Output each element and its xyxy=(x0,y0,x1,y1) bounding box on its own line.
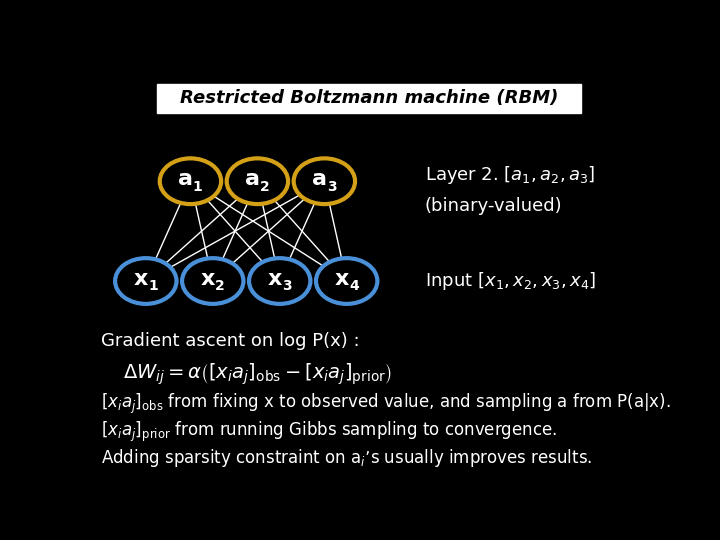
Circle shape xyxy=(294,158,355,204)
Text: (binary-valued): (binary-valued) xyxy=(425,197,562,215)
Text: $[x_ia_j]_{\mathrm{obs}}$ from fixing x to observed value, and sampling a from P: $[x_ia_j]_{\mathrm{obs}}$ from fixing x … xyxy=(101,392,671,416)
FancyBboxPatch shape xyxy=(157,84,581,113)
Circle shape xyxy=(115,258,176,304)
Text: x: x xyxy=(134,269,148,289)
Text: Restricted Boltzmann machine (RBM): Restricted Boltzmann machine (RBM) xyxy=(180,90,558,107)
Text: x: x xyxy=(201,269,215,289)
Text: $\Delta W_{ij} = \alpha \left( \left[ x_i a_j \right]_{\mathrm{obs}} - \left[ x_: $\Delta W_{ij} = \alpha \left( \left[ x_… xyxy=(123,362,392,387)
Text: $[x_ia_j]_{\mathrm{prior}}$ from running Gibbs sampling to convergence.: $[x_ia_j]_{\mathrm{prior}}$ from running… xyxy=(101,420,557,444)
Text: 1: 1 xyxy=(193,180,202,194)
Circle shape xyxy=(182,258,243,304)
Text: Input $[x_1, x_2, x_3, x_4]$: Input $[x_1, x_2, x_3, x_4]$ xyxy=(425,270,596,292)
Text: 2: 2 xyxy=(215,279,225,293)
Text: 3: 3 xyxy=(327,180,336,194)
Text: 4: 4 xyxy=(349,279,359,293)
Circle shape xyxy=(160,158,221,204)
Circle shape xyxy=(316,258,377,304)
Text: a: a xyxy=(246,169,261,189)
Text: a: a xyxy=(312,169,328,189)
Text: 1: 1 xyxy=(148,279,158,293)
Text: 2: 2 xyxy=(260,180,269,194)
Text: x: x xyxy=(335,269,349,289)
Text: Adding sparsity constraint on a$_i$’s usually improves results.: Adding sparsity constraint on a$_i$’s us… xyxy=(101,447,593,469)
Text: a: a xyxy=(179,169,194,189)
Circle shape xyxy=(227,158,288,204)
Circle shape xyxy=(249,258,310,304)
Text: Gradient ascent on log P(x) :: Gradient ascent on log P(x) : xyxy=(101,332,360,350)
Text: Layer 2. $[a_1, a_2, a_3]$: Layer 2. $[a_1, a_2, a_3]$ xyxy=(425,164,595,186)
Text: x: x xyxy=(268,269,282,289)
Text: 3: 3 xyxy=(282,279,292,293)
